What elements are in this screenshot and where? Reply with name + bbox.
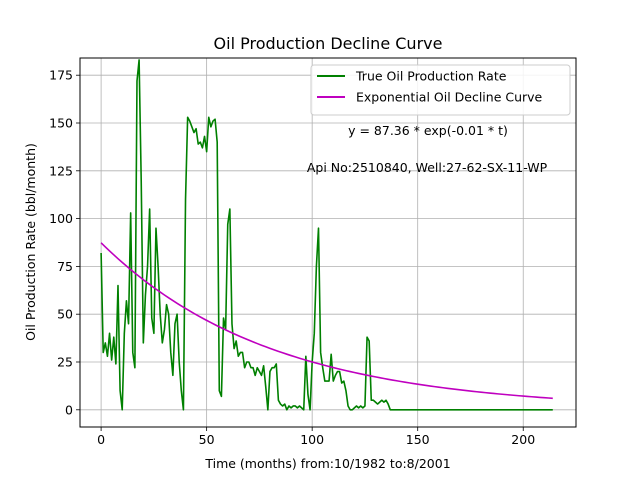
- well-annotation: Api No:2510840, Well:27-62-SX-11-WP: [307, 160, 548, 175]
- y-tick-label: 75: [57, 259, 73, 274]
- y-tick-label: 175: [49, 68, 73, 83]
- x-tick-label: 200: [511, 432, 535, 447]
- legend-box: [310, 64, 571, 116]
- y-tick-label: 0: [65, 402, 73, 417]
- tick-layer: 0 50 100 150 200 0 25 50 75 100 125 150 175: [49, 68, 535, 447]
- equation-annotation: y = 87.36 * exp(-0.01 * t): [348, 123, 508, 138]
- x-axis-label: Time (months) from:10/1982 to:8/2001: [204, 456, 450, 471]
- x-tick-label: 50: [199, 432, 215, 447]
- y-tick-label: 100: [49, 211, 73, 226]
- legend-label-decline-curve: Exponential Oil Decline Curve: [356, 90, 543, 105]
- legend: True Oil Production Rate Exponential Oil…: [310, 64, 571, 116]
- series-layer: [100, 59, 553, 411]
- y-tick-label: 25: [57, 354, 73, 369]
- y-tick-label: 125: [49, 163, 73, 178]
- series-line-decline-curve: [100, 242, 553, 400]
- x-tick-label: 0: [97, 432, 105, 447]
- y-tick-label: 50: [57, 307, 73, 322]
- chart-title: Oil Production Decline Curve: [214, 34, 443, 53]
- x-tick-label: 150: [406, 432, 430, 447]
- axes-frame: [79, 57, 577, 428]
- series-line-true-rate: [100, 59, 553, 411]
- y-axis-label: Oil Production Rate (bbl/month): [23, 143, 38, 341]
- x-tick-label: 100: [300, 432, 324, 447]
- grid-lines: [80, 58, 576, 427]
- legend-label-true-rate: True Oil Production Rate: [355, 69, 507, 84]
- y-tick-label: 150: [49, 116, 73, 131]
